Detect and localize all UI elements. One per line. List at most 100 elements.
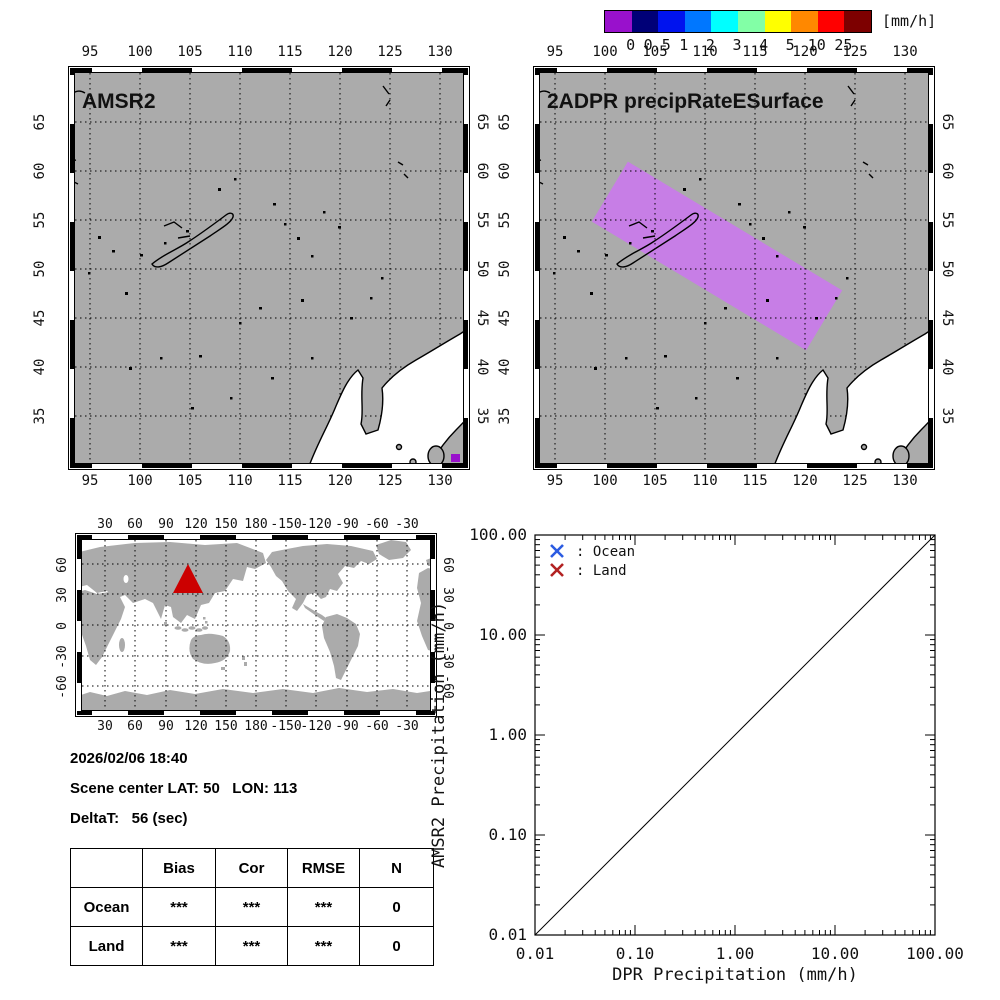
amsr2-map-title: AMSR2	[82, 90, 156, 113]
table-header-cell: RMSE	[287, 848, 360, 888]
colorbar-cell	[844, 11, 871, 32]
map-lat-label-left: 35	[32, 407, 48, 425]
world-lon-label-bottom: -120	[300, 719, 332, 734]
colorbar-cell	[764, 11, 792, 32]
map-lat-label-right: 40	[939, 358, 955, 376]
colorbar-cell	[737, 11, 765, 32]
map-lat-label-right: 45	[939, 309, 955, 327]
world-lon-label-bottom: -60	[365, 719, 389, 734]
scatter-y-tick-label: 10.00	[479, 625, 527, 644]
legend-label: : Ocean	[576, 544, 635, 560]
table-header-cell: Cor	[215, 848, 288, 888]
colorbar-tick-label: 3	[732, 36, 742, 54]
world-lon-label-bottom: 120	[184, 719, 208, 734]
world-lon-label-bottom: -30	[395, 719, 419, 734]
colorbar-cell	[711, 11, 738, 32]
stats-table: Bias Cor RMSE N Ocean *** *** *** 0 Land *** *** ***…	[70, 848, 434, 966]
map-lon-label-top: 125	[842, 44, 868, 60]
colorbar-cell	[817, 11, 845, 32]
table-header-row: Bias Cor RMSE N	[70, 848, 434, 888]
table-header-cell	[70, 848, 143, 888]
map-lat-label-right: 50	[474, 260, 490, 278]
map-lat-label-right: 65	[939, 113, 955, 131]
world-continents	[82, 540, 430, 710]
map-lon-label-bottom: 130	[427, 473, 453, 489]
map-lat-label-right: 35	[474, 407, 490, 425]
world-lon-label-top: -150	[270, 517, 302, 532]
dpr-map: 2ADPR precipRateESurface	[533, 66, 935, 470]
legend-marker-x-icon	[550, 544, 564, 558]
colorbar-cells	[604, 10, 872, 33]
world-lat-label-left: 0	[55, 622, 70, 630]
map-lon-label-top: 100	[592, 44, 618, 60]
table-value-cell: ***	[215, 926, 288, 966]
scene-center: Scene center LAT: 50 LON: 113	[70, 780, 298, 797]
map-lat-label-left: 35	[497, 407, 513, 425]
world-grid	[82, 540, 430, 710]
table-value-cell: ***	[142, 926, 216, 966]
scatter-y-tick-label: 100.00	[469, 525, 527, 544]
map-lon-label-bottom: 105	[177, 473, 203, 489]
map-lon-label-top: 120	[327, 44, 353, 60]
map-lat-label-left: 50	[32, 260, 48, 278]
map-lon-label-bottom: 120	[792, 473, 818, 489]
colorbar-tick-label: 5	[785, 36, 795, 54]
map-lat-label-left: 40	[497, 358, 513, 376]
scatter-y-tick-label: 0.01	[488, 925, 527, 944]
map-lon-label-top: 105	[642, 44, 668, 60]
scatter-x-title: DPR Precipitation (mm/h)	[612, 965, 858, 985]
delta-t: DeltaT: 56 (sec)	[70, 810, 188, 827]
table-value-cell: 0	[359, 887, 434, 927]
table-value-cell: ***	[215, 887, 288, 927]
table-value-cell: 0	[359, 926, 434, 966]
map-lon-label-top: 125	[377, 44, 403, 60]
world-lon-label-bottom: -90	[335, 719, 359, 734]
map-lat-label-left: 50	[497, 260, 513, 278]
map-lon-label-top: 115	[277, 44, 303, 60]
map-lon-label-top: 95	[81, 44, 99, 60]
world-lat-label-right: 30	[440, 587, 455, 603]
map-lon-label-top: 95	[546, 44, 564, 60]
scatter-plot: 0.01 100.00 0.10 10.00 1.00 1.00 10.00 0.10 100.…	[430, 525, 964, 985]
colorbar-cell	[791, 11, 818, 32]
map-lat-label-right: 60	[474, 162, 490, 180]
colorbar: 0 0.5 1 2 3 4 5 10 25 [mm/h]	[604, 10, 954, 56]
world-lat-label-right: -60	[440, 675, 455, 699]
colorbar-cell	[631, 11, 659, 32]
map-lat-label-right: 35	[939, 407, 955, 425]
map-lon-label-top: 105	[177, 44, 203, 60]
map-lon-label-bottom: 95	[81, 473, 99, 489]
map-lon-label-bottom: 110	[692, 473, 718, 489]
dpr-swath	[591, 161, 843, 351]
map-lon-label-bottom: 120	[327, 473, 353, 489]
dpr-map-title: 2ADPR precipRateESurface	[547, 90, 824, 113]
map-lat-label-right: 40	[474, 358, 490, 376]
world-lat-label-left: 60	[55, 557, 70, 573]
world-lon-label-bottom: 60	[127, 719, 143, 734]
map-lat-label-right: 65	[474, 113, 490, 131]
world-lat-label-right: 0	[440, 622, 455, 630]
map-lon-label-bottom: 130	[892, 473, 918, 489]
colorbar-tick-label: 4	[759, 36, 769, 54]
map-lat-label-right: 50	[939, 260, 955, 278]
scene-location-marker	[173, 564, 203, 593]
map-lon-label-bottom: 115	[742, 473, 768, 489]
map-lat-label-left: 45	[497, 309, 513, 327]
world-lat-label-right: 60	[440, 557, 455, 573]
map-lat-label-right: 55	[939, 211, 955, 229]
map-lat-label-left: 45	[32, 309, 48, 327]
colorbar-unit-label: [mm/h]	[882, 12, 937, 30]
table-value-cell: ***	[287, 887, 360, 927]
world-lon-label-bottom: 150	[214, 719, 238, 734]
map-lon-label-top: 130	[427, 44, 453, 60]
colorbar-tick-label: 0	[626, 36, 636, 54]
scatter-x-tick-label: 100.00	[906, 944, 964, 963]
world-lon-label-top: -120	[300, 517, 332, 532]
amsr2-map: AMSR2	[68, 66, 470, 470]
map-lat-label-right: 60	[939, 162, 955, 180]
world-lon-label-top: 180	[244, 517, 268, 532]
legend-marker-x-icon	[550, 563, 564, 577]
map-lon-label-top: 115	[742, 44, 768, 60]
scatter-x-tick-label: 1.00	[716, 944, 755, 963]
